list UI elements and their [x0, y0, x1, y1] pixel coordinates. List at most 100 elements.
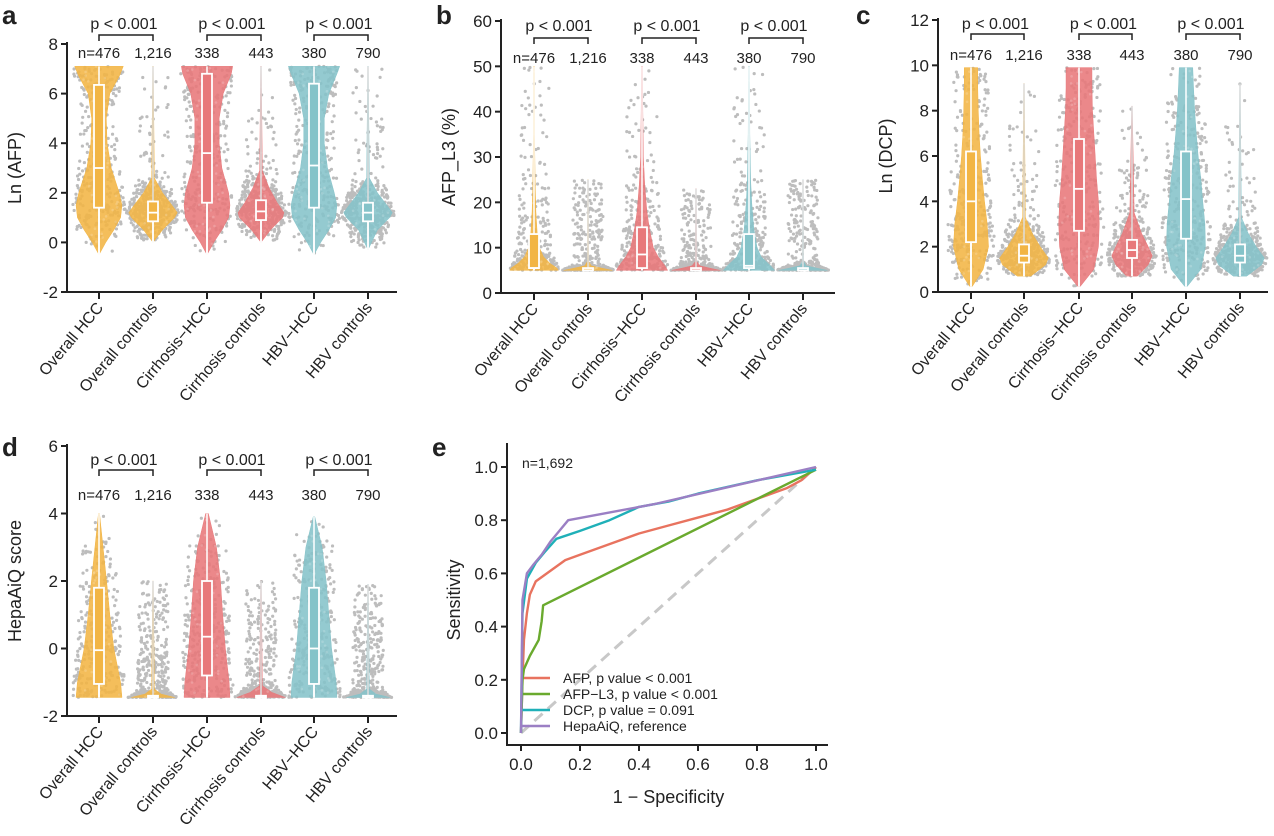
- data-point: [363, 104, 367, 109]
- data-point: [739, 146, 744, 151]
- data-point: [128, 200, 132, 204]
- data-point: [143, 221, 146, 225]
- data-point: [630, 216, 634, 220]
- data-point: [140, 115, 144, 119]
- data-point: [579, 237, 583, 242]
- data-point: [271, 178, 275, 182]
- data-point: [155, 175, 159, 179]
- data-point: [539, 103, 543, 107]
- data-point: [535, 182, 540, 186]
- data-point: [383, 228, 387, 232]
- data-point: [301, 72, 304, 76]
- data-point: [268, 68, 272, 72]
- data-point: [633, 83, 637, 87]
- data-point: [734, 199, 739, 203]
- data-point: [682, 188, 686, 192]
- data-point: [545, 254, 550, 258]
- data-point: [522, 236, 526, 240]
- data-point: [648, 140, 652, 145]
- y-tick-label: 2: [49, 184, 58, 203]
- data-point: [297, 110, 302, 114]
- data-point: [136, 236, 140, 240]
- data-point: [658, 254, 662, 258]
- panel-letter-c: c: [856, 0, 870, 30]
- data-point: [523, 248, 527, 252]
- data-point: [320, 206, 324, 210]
- data-point: [112, 143, 117, 147]
- data-point: [687, 257, 691, 261]
- data-point: [369, 171, 373, 176]
- box: [528, 233, 540, 269]
- data-point: [653, 222, 657, 226]
- y-tick-label: 2: [920, 238, 929, 257]
- data-point: [591, 230, 595, 234]
- data-point: [732, 160, 737, 164]
- data-point: [187, 114, 191, 118]
- data-point: [137, 191, 141, 196]
- data-point: [624, 184, 629, 188]
- data-point: [786, 252, 790, 256]
- n-label: 1,216: [569, 50, 607, 67]
- data-point: [739, 221, 744, 226]
- data-point: [986, 208, 990, 213]
- data-point: [988, 225, 992, 229]
- data-point: [596, 244, 600, 248]
- box: [743, 233, 755, 269]
- data-point: [275, 237, 279, 241]
- data-point: [577, 233, 581, 237]
- data-point: [193, 230, 197, 233]
- data-point: [792, 198, 796, 202]
- data-point: [706, 215, 710, 219]
- data-point: [262, 186, 265, 189]
- data-point: [386, 211, 390, 214]
- data-point: [539, 260, 543, 263]
- data-point: [590, 256, 594, 260]
- data-point: [297, 232, 301, 236]
- data-point: [201, 222, 205, 226]
- data-point: [185, 107, 189, 111]
- data-point: [223, 108, 227, 112]
- data-point: [270, 96, 274, 100]
- y-tick-label: 40: [473, 103, 492, 122]
- data-point: [224, 142, 228, 146]
- data-point: [110, 249, 114, 253]
- data-point: [793, 261, 797, 266]
- data-point: [224, 94, 228, 98]
- data-point: [950, 250, 954, 254]
- data-point: [548, 251, 552, 255]
- data-point: [291, 185, 295, 190]
- data-point: [264, 171, 269, 176]
- data-point: [293, 93, 297, 97]
- data-point: [103, 76, 107, 80]
- data-point: [760, 72, 765, 77]
- data-point: [984, 80, 988, 84]
- data-point: [988, 204, 993, 208]
- data-point: [757, 207, 762, 212]
- data-point: [373, 198, 376, 202]
- data-point: [630, 188, 634, 192]
- data-point: [692, 242, 696, 247]
- data-point: [350, 187, 354, 191]
- data-point: [702, 223, 706, 227]
- data-point: [119, 222, 123, 226]
- data-point: [331, 176, 336, 180]
- data-point: [798, 182, 802, 186]
- data-point: [298, 106, 302, 110]
- data-point: [647, 214, 651, 218]
- data-point: [789, 213, 794, 217]
- data-point: [518, 247, 523, 252]
- data-point: [224, 158, 228, 162]
- data-point: [138, 124, 143, 128]
- data-point: [648, 131, 652, 135]
- data-point: [624, 195, 628, 199]
- data-point: [271, 137, 275, 141]
- data-point: [114, 227, 119, 231]
- data-point: [788, 195, 792, 199]
- data-point: [681, 260, 685, 264]
- y-tick-label: -2: [43, 283, 58, 302]
- data-point: [956, 75, 960, 79]
- data-point: [229, 79, 233, 83]
- data-point: [678, 263, 683, 267]
- data-point: [526, 96, 530, 100]
- data-point: [294, 209, 297, 213]
